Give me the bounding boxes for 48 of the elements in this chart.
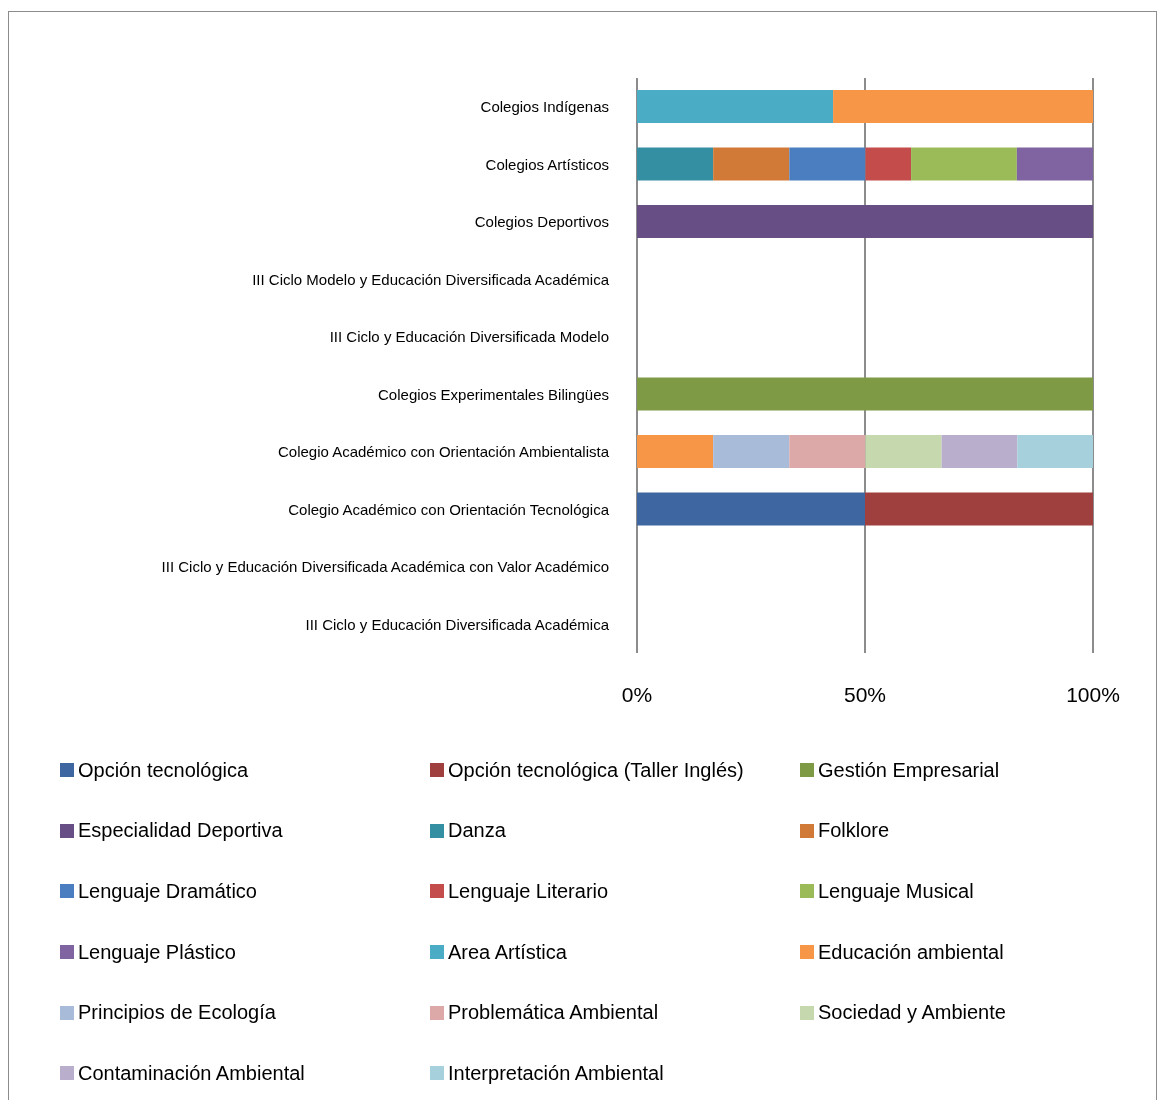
bar [637, 377, 1093, 411]
bar [637, 492, 865, 526]
bar [789, 435, 866, 468]
y-tick-label: III Ciclo y Educación Diversificada Académica [305, 615, 610, 633]
bar [911, 147, 1017, 181]
bar [833, 90, 1093, 123]
legend-label: Especialidad Deportiva [78, 819, 283, 843]
legend-label: Interpretación Ambiental [448, 1061, 664, 1085]
x-tick-label: 50% [843, 682, 887, 706]
legend-label: Lenguaje Plástico [78, 940, 236, 964]
y-tick-label: Colegio Académico con Orientación Ambientalista [277, 443, 610, 461]
legend-label: Opción tecnológica [78, 758, 249, 782]
legend-label: Danza [448, 819, 506, 843]
legend-label: Lenguaje Literario [448, 879, 609, 903]
bar [1016, 147, 1093, 181]
y-tick-label: III Ciclo y Educación Diversificada Académica con Valor Académico [161, 558, 609, 576]
y-tick-label: Colegio Académico con Orientación Tecnológica [288, 500, 610, 518]
bar [637, 435, 714, 468]
x-tick-label: 0% [621, 682, 653, 706]
legend-label: Problemática Ambiental [448, 1001, 659, 1025]
bar [865, 492, 1093, 526]
bar [637, 90, 834, 123]
legend-label: Area Artística [448, 940, 567, 964]
bar [789, 147, 866, 181]
bar [637, 147, 714, 181]
bar [637, 205, 1093, 238]
bar [713, 435, 790, 468]
y-tick-label: Colegios Deportivos [474, 213, 609, 231]
legend-label: Sociedad y Ambiente [818, 1001, 1006, 1025]
bar [1017, 435, 1093, 468]
y-tick-label: Colegios Experimentales Bilingües [378, 385, 609, 403]
legend-label: Gestión Empresarial [818, 758, 1000, 782]
legend-label: Lenguaje Dramático [78, 879, 257, 903]
bar [713, 147, 790, 181]
y-tick-label: III Ciclo y Educación Diversificada Modelo [329, 328, 609, 346]
legend-label: Folklore [818, 819, 890, 843]
y-tick-label: Colegios Indígenas [480, 98, 609, 116]
legend-label: Contaminación Ambiental [78, 1061, 305, 1085]
bar [941, 435, 1018, 468]
y-tick-label: Colegios Artísticos [485, 155, 609, 173]
y-tick-label: III Ciclo Modelo y Educación Diversificada Académica [252, 270, 610, 288]
legend-label: Opción tecnológica (Taller Inglés) [448, 758, 744, 782]
legend-label: Lenguaje Musical [818, 879, 974, 903]
bar [865, 147, 912, 181]
x-tick-label: 100% [1066, 682, 1120, 706]
legend-label: Principios de Ecología [78, 1001, 276, 1025]
bar [865, 435, 942, 468]
legend-label: Educación ambiental [818, 940, 1004, 964]
